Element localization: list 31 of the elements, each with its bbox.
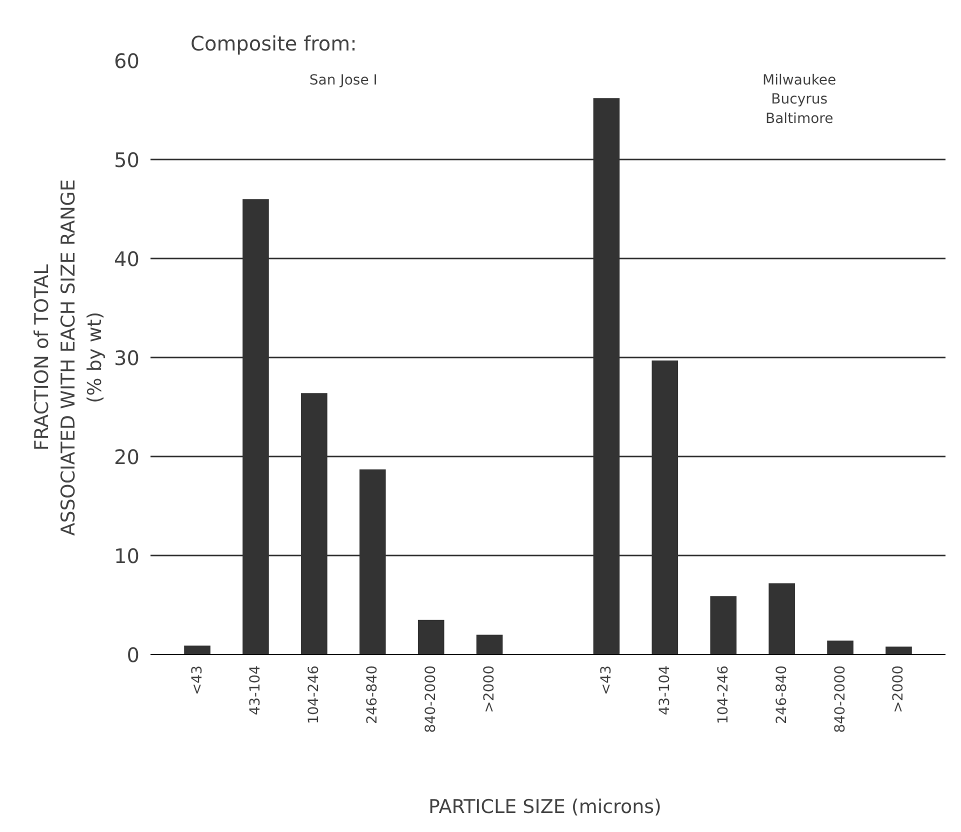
bar [886,646,912,654]
bar [710,596,737,654]
bar [418,620,444,654]
x-axis-title: PARTICLE SIZE (microns) [428,796,662,818]
x-tick-label: <43 [189,666,206,696]
x-tick-label: 246-840 [774,665,790,724]
x-tick-label: <43 [598,666,614,696]
bar [476,634,503,654]
bar [768,583,795,654]
bar [184,646,210,654]
bar [827,640,854,654]
y-tick-label: 30 [114,346,140,370]
y-tick-label: 40 [114,247,140,271]
x-tick-label: 840-2000 [423,665,440,733]
y-axis-title: FRACTION of TOTAL ASSOCIATED WITH EACH SIZE RANGE (% by wt) [31,179,106,536]
y-tick-label: 20 [114,445,140,469]
x-tick-label: 246-840 [364,665,381,724]
y-tick-label: 50 [114,148,140,172]
x-tick-label: 104-246 [715,665,732,724]
y-tick-label: 60 [114,49,140,73]
x-tick-label: 43-104 [248,665,264,716]
y-tick-label: 10 [114,544,140,568]
annotation: Milwaukee Bucyrus Baltimore [762,72,836,127]
x-tick-label: 43-104 [656,665,673,716]
x-tick-label: >2000 [482,666,498,713]
chart-title: Composite from: [190,32,357,56]
y-tick-label: 0 [126,643,140,667]
x-tick-label: >2000 [890,666,907,713]
x-tick-label: 840-2000 [832,665,848,733]
x-tick-label: 104-246 [306,665,322,724]
annotation: San Jose I [309,72,378,88]
